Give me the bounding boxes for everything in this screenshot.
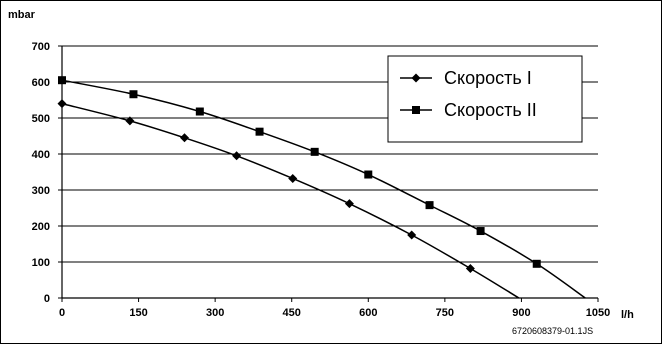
data-point bbox=[255, 127, 264, 136]
data-point bbox=[57, 99, 67, 109]
y-tick-label: 500 bbox=[32, 113, 50, 125]
legend-box bbox=[387, 55, 583, 143]
data-point bbox=[476, 227, 485, 236]
x-tick-label: 900 bbox=[512, 307, 530, 319]
x-tick-label: 300 bbox=[206, 307, 224, 319]
legend: Скорость I Скорость II bbox=[387, 55, 583, 143]
data-point bbox=[465, 263, 475, 273]
data-point bbox=[58, 76, 66, 85]
y-tick-label: 700 bbox=[32, 41, 50, 53]
tick-labels: 0 100 200 300 400 500 600 700 0 150 300 450 600 750 90… bbox=[32, 41, 611, 319]
data-point bbox=[288, 173, 298, 183]
data-point bbox=[310, 147, 319, 156]
x-tick-label: 600 bbox=[359, 307, 377, 319]
data-point bbox=[232, 151, 242, 161]
x-tick-label: 450 bbox=[283, 307, 301, 319]
y-axis-label: mbar bbox=[8, 9, 36, 21]
series-square bbox=[58, 76, 586, 299]
x-tick-label: 150 bbox=[129, 307, 147, 319]
legend-label: Скорость II bbox=[444, 100, 537, 120]
legend-marker bbox=[412, 106, 420, 114]
legend-label: Скорость I bbox=[444, 68, 532, 88]
legend-marker bbox=[411, 73, 421, 83]
y-tick-label: 600 bbox=[32, 77, 50, 89]
y-tick-label: 400 bbox=[32, 149, 50, 161]
series-diamond bbox=[57, 99, 520, 299]
data-point bbox=[425, 201, 434, 210]
series bbox=[57, 76, 586, 299]
figure-code: 6720608379-01.1JS bbox=[512, 326, 593, 336]
data-point bbox=[532, 259, 541, 268]
data-point bbox=[129, 90, 138, 99]
data-point bbox=[407, 230, 417, 240]
grid bbox=[62, 45, 598, 263]
series-line bbox=[61, 79, 586, 299]
y-tick-label: 0 bbox=[44, 293, 50, 305]
data-point bbox=[125, 116, 135, 126]
x-tick-label: 750 bbox=[436, 307, 454, 319]
data-point bbox=[364, 170, 373, 179]
x-tick-label: 0 bbox=[59, 307, 65, 319]
x-tick-label: 1050 bbox=[586, 307, 610, 319]
data-point bbox=[195, 107, 204, 116]
x-axis-label: l/h bbox=[621, 309, 634, 321]
y-tick-label: 100 bbox=[32, 257, 50, 269]
y-tick-label: 300 bbox=[32, 185, 50, 197]
y-tick-label: 200 bbox=[32, 221, 50, 233]
data-point bbox=[344, 199, 354, 209]
data-point bbox=[180, 133, 190, 143]
